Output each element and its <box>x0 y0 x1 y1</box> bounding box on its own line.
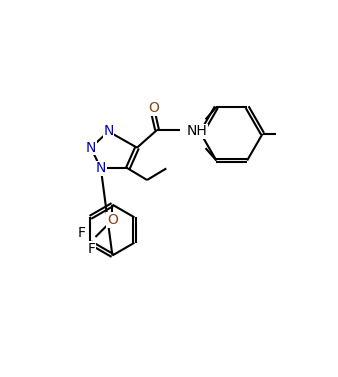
Text: N: N <box>86 141 96 155</box>
Text: O: O <box>148 101 159 115</box>
Text: N: N <box>103 124 114 138</box>
Text: O: O <box>107 213 118 227</box>
Text: NH: NH <box>186 124 207 138</box>
Text: F: F <box>88 242 96 256</box>
Text: F: F <box>78 226 86 240</box>
Text: N: N <box>96 161 106 175</box>
